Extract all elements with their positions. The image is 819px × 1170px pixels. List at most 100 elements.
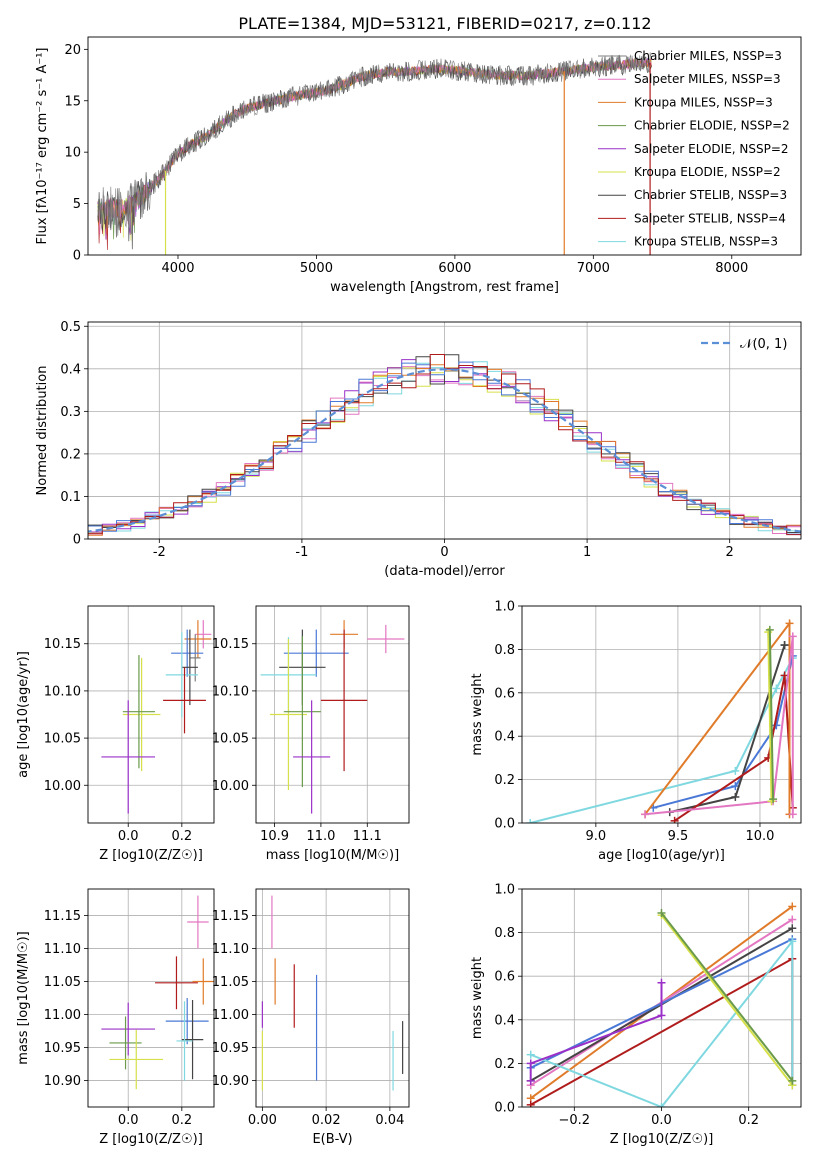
- x-axis-label: Z [log10(Z/Z☉)]: [99, 1132, 203, 1147]
- x-tick-label: 2: [726, 545, 734, 560]
- y-tick-label: 0: [73, 533, 81, 548]
- y-tick-label: 1.0: [494, 883, 515, 898]
- axes-frame: [255, 888, 410, 1108]
- x-tick-label: −0.2: [559, 1113, 591, 1128]
- histogram-blue: [88, 361, 801, 535]
- y-tick-label: 0.4: [60, 362, 81, 377]
- y-tick-label: 20: [64, 43, 81, 58]
- y-tick-label: 0.6: [494, 970, 515, 985]
- x-tick-label: 5000: [300, 261, 333, 276]
- x-tick-label: 0.02: [312, 1113, 341, 1128]
- axes-residuals: -2 -1 0 1 2 0 0.1 0.2 0.3 0.4 0.5 (data-model)/erro…: [35, 320, 802, 579]
- axes-weight_vs_age: 9.0 9.5 10.0 0.0 0.2 0.4 0.6 0.8 1.0 age [log10(a…: [470, 600, 802, 863]
- x-tick-label: 0.0: [118, 829, 139, 844]
- y-tick-label: 10.95: [44, 1041, 81, 1056]
- legend: Chabrier MILES, NSSP=3 Salpeter MILES, NS…: [598, 49, 790, 249]
- y-tick-label: 0.4: [494, 730, 515, 745]
- axes-mass_vs_Z: 0.0 0.2 10.90 10.95 11.00 11.05 11.10 11.15 Z [l…: [16, 888, 215, 1147]
- legend-label: Chabrier ELODIE, NSSP=2: [634, 119, 790, 133]
- x-axis-label: wavelength [Angstrom, rest frame]: [330, 280, 559, 295]
- y-tick-label: 11.00: [44, 1008, 81, 1023]
- x-tick-label: 11.0: [306, 829, 335, 844]
- x-tick-label: 0.0: [118, 1113, 139, 1128]
- axes-age_vs_mass: 10.9 11.0 11.1 10.00 10.05 10.10 10.15 mass [lo…: [212, 605, 410, 863]
- y-tick-label: 11.15: [44, 909, 81, 924]
- x-tick-label: 9.5: [668, 829, 689, 844]
- errorbars: [101, 620, 212, 814]
- x-tick-label: 1: [583, 545, 591, 560]
- y-tick-label: 10.05: [44, 732, 81, 747]
- y-tick-label: 0.0: [494, 1101, 515, 1116]
- y-tick-label: 0.6: [494, 686, 515, 701]
- errorbars: [261, 895, 404, 1091]
- spectrum-line-kroupa_stelib: [97, 58, 652, 226]
- y-tick-label: 0.0: [494, 817, 515, 832]
- x-tick-label: 6000: [438, 261, 471, 276]
- x-axis-label: Z [log10(Z/Z☉)]: [99, 848, 203, 863]
- y-tick-label: 10.00: [212, 779, 249, 794]
- x-tick-label: 4000: [161, 261, 194, 276]
- y-tick-label: 11.10: [212, 942, 249, 957]
- weight-line-chabrier_elodie: [768, 629, 775, 800]
- weight-line-chabrier_stelib: [669, 644, 786, 814]
- y-axis-label: mass [log10(M/M☉)]: [16, 931, 31, 1064]
- histogram-salpeter_stelib: [88, 354, 801, 536]
- x-tick-label: 8000: [715, 261, 748, 276]
- y-tick-label: 0.3: [60, 405, 81, 420]
- x-axis-label: Z [log10(Z/Z☉)]: [610, 1132, 714, 1147]
- y-tick-label: 11.05: [44, 975, 81, 990]
- y-tick-label: 10.90: [212, 1074, 249, 1089]
- y-tick-label: 1.0: [494, 600, 515, 615]
- x-tick-label: 0.04: [375, 1113, 404, 1128]
- axes-frame: [87, 605, 215, 824]
- x-tick-label: 7000: [577, 261, 610, 276]
- y-axis-label: Flux [fλ10⁻¹⁷ erg cm⁻² s⁻¹ A⁻¹]: [35, 48, 50, 245]
- y-tick-label: 10.10: [212, 684, 249, 699]
- axes-mass_vs_ebv: 0.00 0.02 0.04 10.90 10.95 11.00 11.05 11.10 11.…: [212, 888, 410, 1147]
- weight-line-salpeter_elodie: [529, 982, 663, 1081]
- weight-line-kroupa_stelib: [530, 938, 794, 1107]
- weight-lines: [526, 902, 797, 1107]
- y-tick-label: 0.4: [494, 1013, 515, 1028]
- x-tick-label: 10.9: [260, 829, 289, 844]
- legend-label: Kroupa STELIB, NSSP=3: [634, 235, 778, 249]
- y-tick-label: 0.5: [60, 320, 81, 335]
- weight-line-chabrier_elodie: [660, 912, 794, 1082]
- y-tick-label: 10.10: [44, 684, 81, 699]
- x-tick-label: 0.2: [171, 1113, 192, 1128]
- y-tick-label: 0.8: [494, 926, 515, 941]
- x-tick-label: 11.1: [353, 829, 382, 844]
- axes-frame: [255, 605, 410, 824]
- y-tick-label: 11.10: [44, 942, 81, 957]
- legend-label: Chabrier MILES, NSSP=3: [634, 49, 782, 63]
- axes-frame: [87, 36, 802, 256]
- x-tick-label: 0.0: [651, 1113, 672, 1128]
- x-axis-label: age [log10(age/yr)]: [598, 848, 725, 863]
- y-tick-label: 15: [64, 94, 81, 109]
- y-tick-label: 10: [64, 146, 81, 161]
- y-tick-label: 0.1: [60, 490, 81, 505]
- axes-spectrum: 4000 5000 6000 7000 8000 0 5 10 15 20 wavelength […: [35, 36, 802, 295]
- y-tick-label: 0.2: [494, 773, 515, 788]
- x-tick-label: -1: [295, 545, 308, 560]
- histograms: [88, 354, 801, 538]
- x-axis-label: (data-model)/error: [384, 564, 505, 579]
- weight-lines: [526, 619, 797, 823]
- x-tick-label: 0: [440, 545, 448, 560]
- axes-frame: [521, 888, 802, 1108]
- spectrum-line-chabrier_miles: [97, 52, 652, 238]
- errorbars: [101, 895, 214, 1090]
- x-axis-label: mass [log10(M/M☉)]: [266, 848, 399, 863]
- y-tick-label: 0.2: [60, 447, 81, 462]
- figure-title: PLATE=1384, MJD=53121, FIBERID=0217, z=0…: [238, 14, 651, 33]
- y-axis-label: Normed distribution: [35, 366, 50, 496]
- legend-label: Kroupa MILES, NSSP=3: [634, 95, 773, 109]
- y-tick-label: 10.05: [212, 732, 249, 747]
- legend-label: Salpeter ELODIE, NSSP=2: [634, 142, 789, 156]
- spectrum-line-kroupa_miles: [97, 58, 652, 235]
- gaussian-curve: [88, 368, 801, 533]
- y-tick-label: 10.90: [44, 1074, 81, 1089]
- y-tick-label: 0.2: [494, 1057, 515, 1072]
- x-tick-label: 0.00: [248, 1113, 277, 1128]
- x-tick-label: 0.2: [738, 1113, 759, 1128]
